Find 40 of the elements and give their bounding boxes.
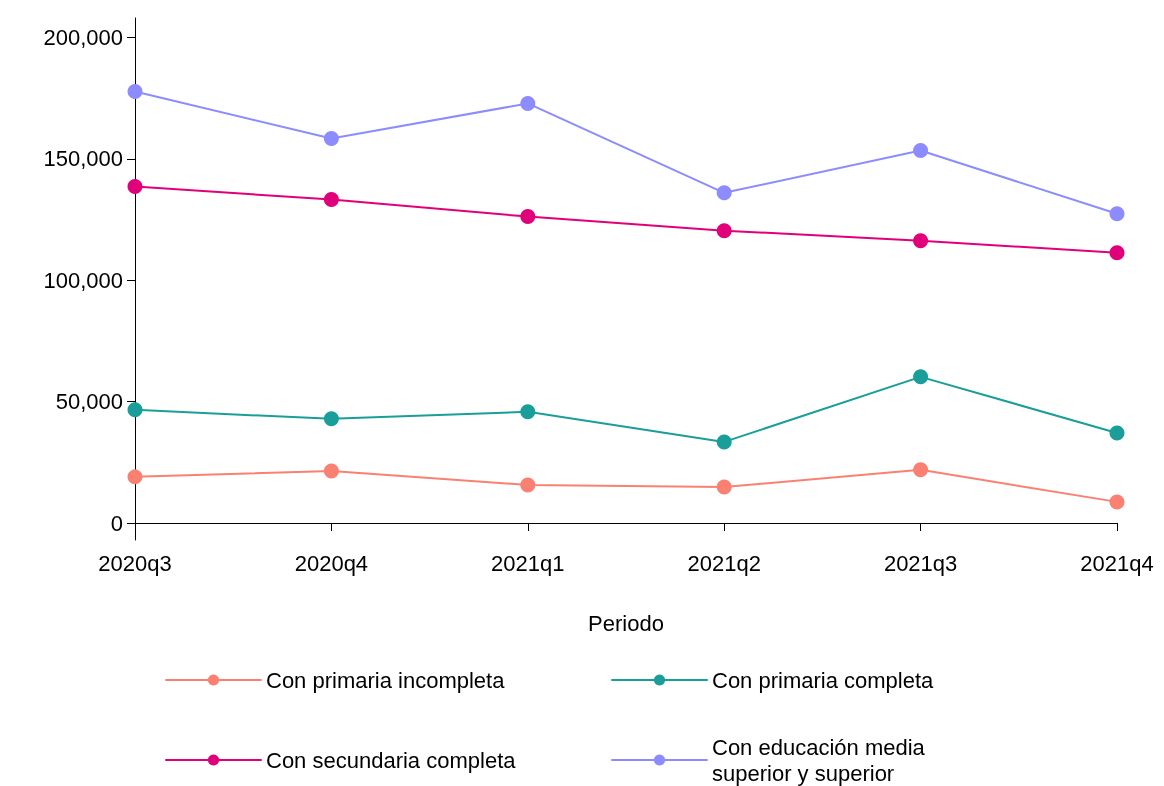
point [520,477,536,493]
point [913,462,929,478]
legend-label: Con primaria incompleta [266,667,506,693]
x-tick-label: 2020q4 [294,550,369,576]
legend-label: Con educación media superior y superior [712,734,931,786]
x-tick-label: 2021q2 [687,550,761,576]
point [520,209,536,225]
point [716,223,732,239]
x-tick-label: 2021q4 [1080,550,1154,576]
legend-label: Con secundaria completa [266,747,517,773]
point [913,143,929,159]
legend-label: Con primaria completa [712,667,935,693]
point [913,369,929,385]
y-tick-label: 0 [110,510,123,536]
point [323,192,339,208]
point [127,84,143,100]
point [913,233,929,249]
point [716,434,732,450]
point [1109,245,1125,261]
point [127,469,143,485]
point [520,404,536,420]
point [127,402,143,418]
point [716,185,732,201]
point [716,479,732,495]
point [323,411,339,427]
y-tick-label: 200,000 [43,24,123,50]
y-tick-label: 100,000 [43,267,123,293]
x-axis-title: Periodo [588,610,664,636]
x-tick-label: 2021q1 [491,550,565,576]
point [1109,494,1125,510]
y-tick-label: 50,000 [55,389,123,415]
point [1109,206,1125,222]
point [127,179,143,194]
x-tick-label: 2020q3 [98,550,172,576]
point [1109,425,1125,441]
point [323,130,339,146]
point [520,95,536,111]
y-tick-label: 150,000 [43,146,123,172]
x-tick-label: 2021q3 [883,550,958,576]
point [323,463,339,479]
